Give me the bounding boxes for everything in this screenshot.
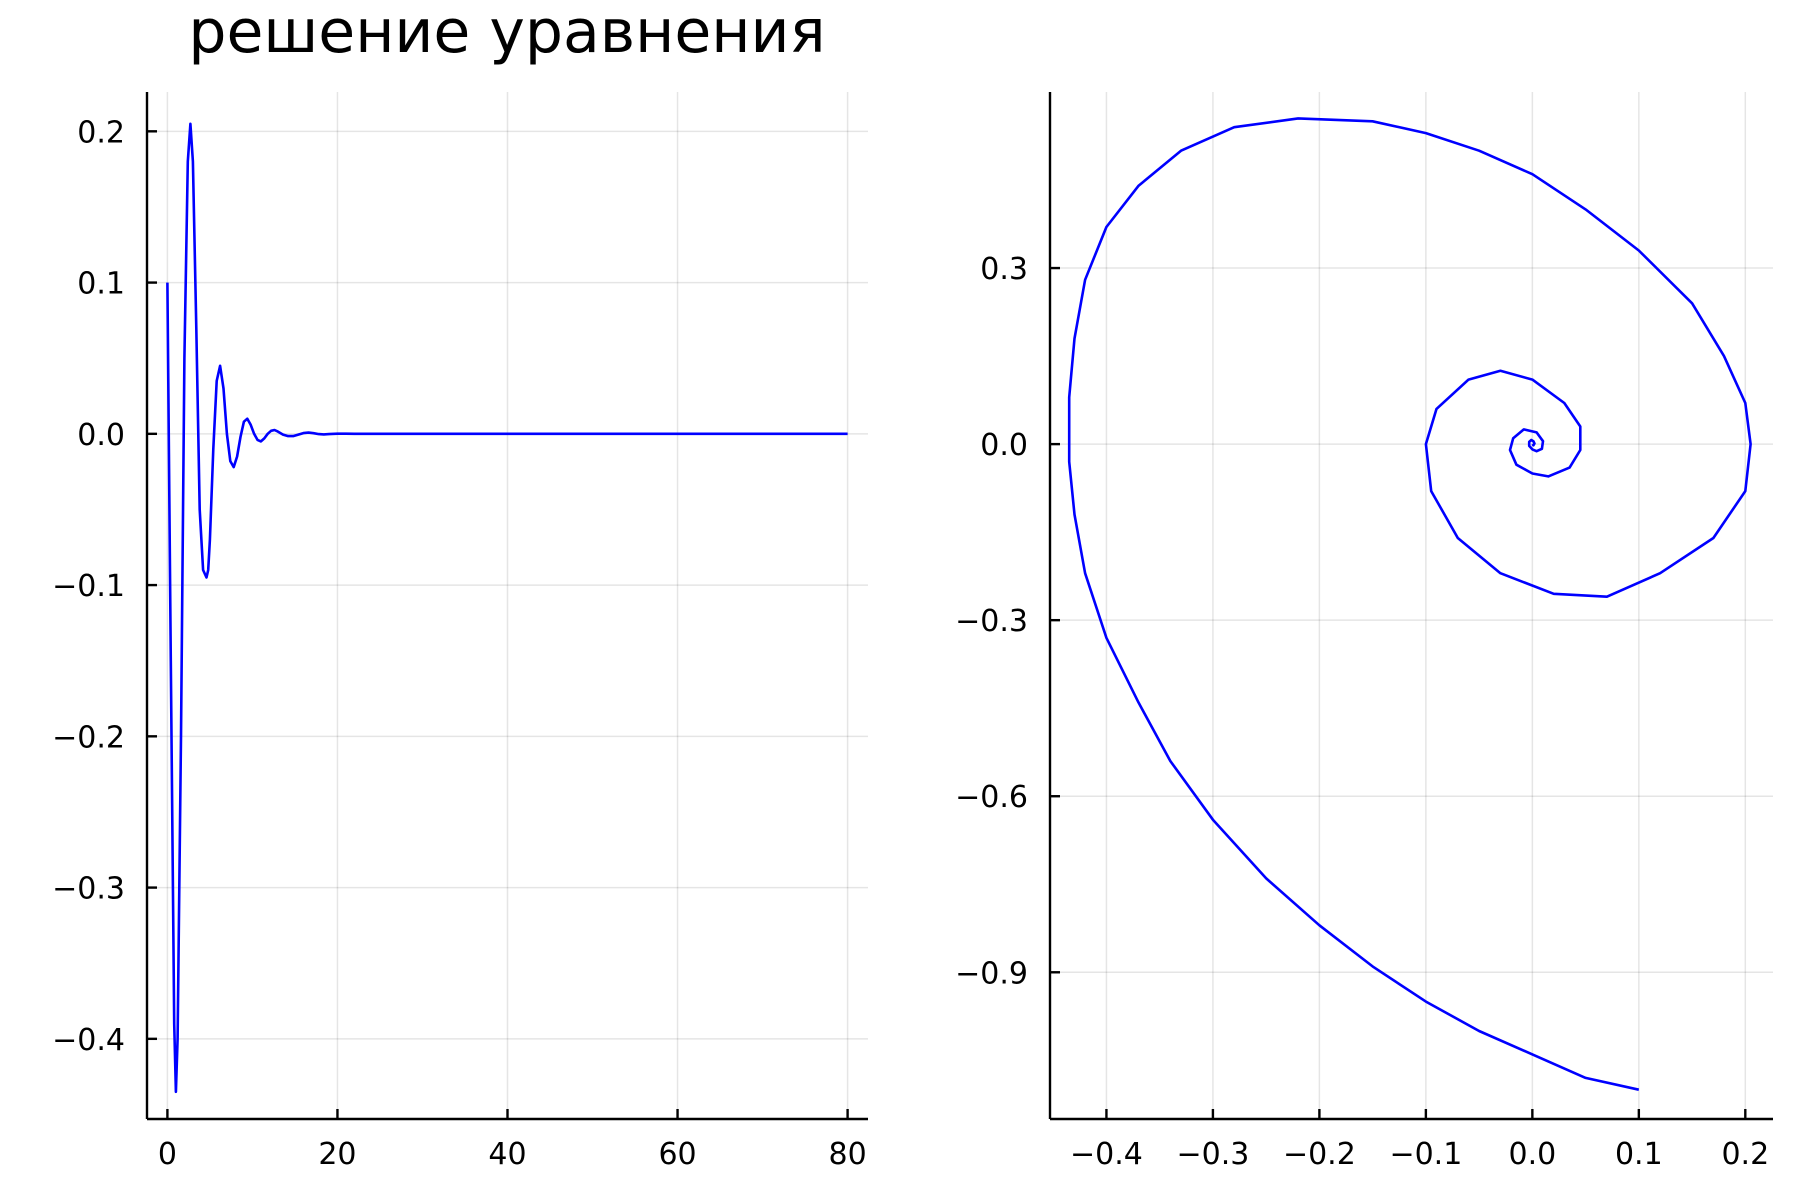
x-tick-label: −0.1 [1389, 1137, 1462, 1172]
chart-title: решение уравнения [188, 0, 825, 67]
y-tick-label: −0.1 [52, 569, 125, 604]
x-tick-label: 0.0 [1508, 1137, 1556, 1172]
phase-portrait-grid [1050, 92, 1773, 1119]
x-tick-label: 20 [318, 1137, 356, 1172]
time-series-y-ticks: −0.4 −0.3 −0.2 −0.1 0.0 0.1 0.2 [52, 115, 157, 1058]
y-tick-label: 0.0 [980, 428, 1028, 463]
y-tick-label: −0.9 [955, 956, 1028, 991]
y-tick-label: 0.3 [980, 252, 1028, 287]
phase-portrait-y-ticks: −0.9 −0.6 −0.3 0.0 0.3 [955, 252, 1060, 991]
x-tick-label: 0.1 [1615, 1137, 1663, 1172]
x-tick-label: 0.2 [1721, 1137, 1769, 1172]
y-tick-label: −0.3 [955, 604, 1028, 639]
y-tick-label: 0.1 [77, 267, 125, 302]
x-tick-label: 40 [488, 1137, 526, 1172]
x-tick-label: −0.4 [1070, 1137, 1143, 1172]
y-tick-label: 0.2 [77, 115, 125, 150]
x-tick-label: 0 [158, 1137, 177, 1172]
y-tick-label: 0.0 [77, 418, 125, 453]
time-series-panel: решение уравнения 0 20 40 60 80 −0.4 −0.3 −0.2… [52, 0, 868, 1172]
phase-portrait-panel: −0.4 −0.3 −0.2 −0.1 0.0 0.1 0.2 −0.9 −0.6 −0.3 0.… [955, 92, 1773, 1172]
phase-portrait-x-ticks: −0.4 −0.3 −0.2 −0.1 0.0 0.1 0.2 [1070, 1109, 1769, 1172]
phase-portrait-axes [1048, 92, 1773, 1121]
y-tick-label: −0.2 [52, 720, 125, 755]
time-series-x-ticks: 0 20 40 60 80 [158, 1109, 867, 1172]
y-tick-label: −0.6 [955, 780, 1028, 815]
phase-spiral-curve [1067, 117, 1752, 1091]
solution-curve [166, 122, 848, 1094]
x-tick-label: −0.3 [1176, 1137, 1249, 1172]
x-tick-label: −0.2 [1283, 1137, 1356, 1172]
x-tick-label: 60 [658, 1137, 696, 1172]
y-tick-label: −0.3 [52, 872, 125, 907]
x-tick-label: 80 [829, 1137, 867, 1172]
y-tick-label: −0.4 [52, 1023, 125, 1058]
